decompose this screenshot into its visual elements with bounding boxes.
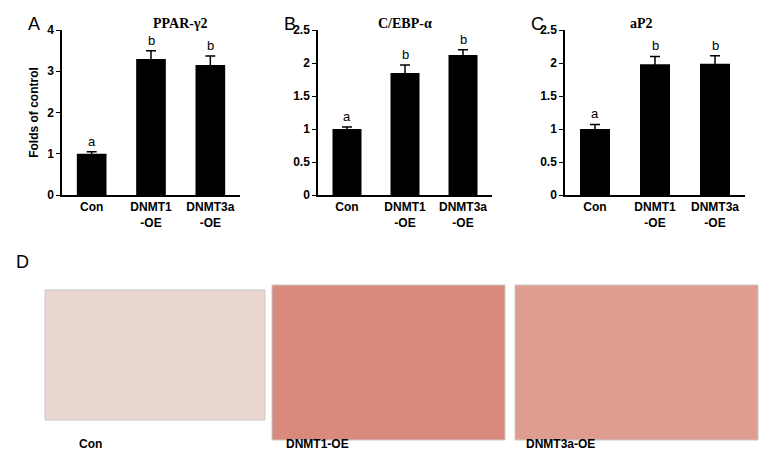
svg-text:b: b <box>460 32 467 47</box>
svg-text:b: b <box>207 38 214 53</box>
svg-text:DNMT3a-OE: DNMT3a-OE <box>186 200 234 230</box>
svg-text:4: 4 <box>47 23 54 37</box>
svg-text:aP2: aP2 <box>630 16 653 31</box>
svg-text:a: a <box>591 106 599 121</box>
svg-text:D: D <box>16 252 29 272</box>
svg-text:DNMT1-OE: DNMT1-OE <box>130 200 172 230</box>
svg-text:Folds of control: Folds of control <box>27 67 41 158</box>
svg-text:2: 2 <box>303 56 310 70</box>
svg-text:b: b <box>148 33 155 48</box>
svg-text:C/EBP-α: C/EBP-α <box>378 16 432 31</box>
svg-text:0: 0 <box>550 188 557 202</box>
svg-text:1: 1 <box>303 122 310 136</box>
svg-text:1: 1 <box>47 147 54 161</box>
svg-text:DNMT3a-OE: DNMT3a-OE <box>691 200 739 230</box>
svg-text:2.5: 2.5 <box>540 23 557 37</box>
svg-text:DNMT3a-OE: DNMT3a-OE <box>526 437 595 451</box>
svg-text:2: 2 <box>47 106 54 120</box>
svg-text:DNMT1-OE: DNMT1-OE <box>384 200 426 230</box>
svg-text:Con: Con <box>583 200 606 214</box>
svg-text:b: b <box>652 38 659 53</box>
svg-text:1.5: 1.5 <box>540 89 557 103</box>
svg-text:DNMT1-OE: DNMT1-OE <box>286 437 349 451</box>
svg-text:1.5: 1.5 <box>293 89 310 103</box>
svg-text:b: b <box>712 38 719 53</box>
svg-text:0.5: 0.5 <box>540 155 557 169</box>
svg-text:0: 0 <box>47 188 54 202</box>
svg-text:2.5: 2.5 <box>293 23 310 37</box>
svg-text:a: a <box>343 109 351 124</box>
svg-text:0.5: 0.5 <box>293 155 310 169</box>
svg-text:3: 3 <box>47 64 54 78</box>
svg-text:A: A <box>28 14 40 34</box>
svg-text:DNMT3a-OE: DNMT3a-OE <box>439 200 487 230</box>
svg-text:PPAR-γ2: PPAR-γ2 <box>153 16 208 31</box>
svg-text:2: 2 <box>550 56 557 70</box>
svg-text:DNMT1-OE: DNMT1-OE <box>634 200 676 230</box>
svg-text:Con: Con <box>79 437 102 451</box>
svg-text:1: 1 <box>550 122 557 136</box>
svg-text:B: B <box>284 14 296 34</box>
svg-text:C: C <box>531 14 544 34</box>
svg-text:a: a <box>88 134 96 149</box>
svg-text:Con: Con <box>80 200 103 214</box>
svg-text:0: 0 <box>303 188 310 202</box>
svg-text:b: b <box>402 47 409 62</box>
svg-text:Con: Con <box>335 200 358 214</box>
